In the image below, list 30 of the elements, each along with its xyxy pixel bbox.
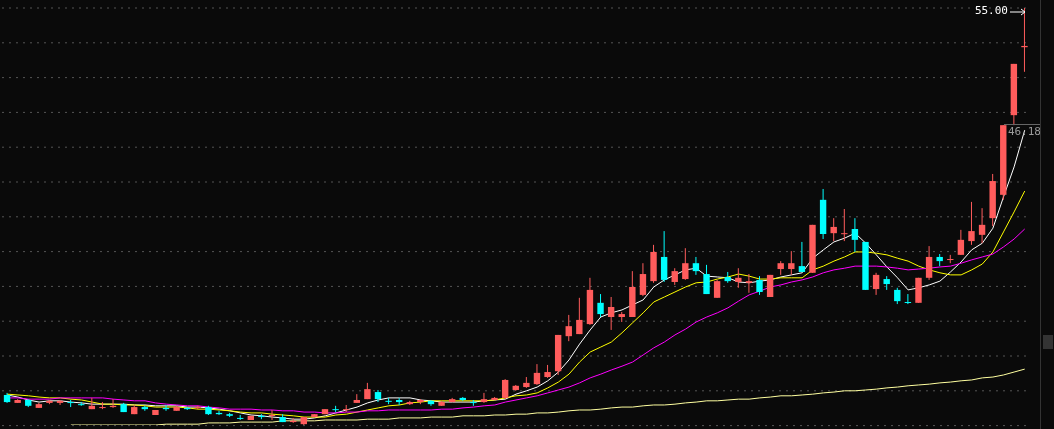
annotation: 46.18 (1003, 124, 1041, 139)
candlestick (830, 217, 837, 242)
candlestick (692, 256, 700, 276)
candlestick (788, 250, 795, 276)
candlestick (851, 217, 859, 253)
candlestick (904, 293, 912, 305)
candlestick (597, 293, 604, 318)
candlestick (872, 272, 880, 296)
candlestick (703, 264, 710, 295)
candlestick (978, 207, 986, 244)
candlestick (957, 229, 965, 256)
candlestick (607, 296, 615, 331)
candlestick (798, 241, 806, 273)
candlestick (968, 201, 975, 246)
candlestick (925, 245, 933, 281)
candlestick (639, 262, 647, 297)
candlestick (268, 409, 276, 421)
candlestick (735, 267, 742, 289)
candlestick (565, 314, 572, 342)
candlestick (660, 230, 668, 283)
candlestick (682, 247, 689, 281)
candlestick (501, 378, 509, 400)
candlestick (576, 297, 583, 335)
candlestick (480, 392, 488, 404)
candlestick (841, 208, 848, 242)
annotation: 55.00 (974, 4, 1008, 18)
candlestick (745, 273, 753, 294)
candlestick (533, 363, 541, 386)
candlestick (756, 275, 763, 296)
candlestick (56, 399, 64, 406)
